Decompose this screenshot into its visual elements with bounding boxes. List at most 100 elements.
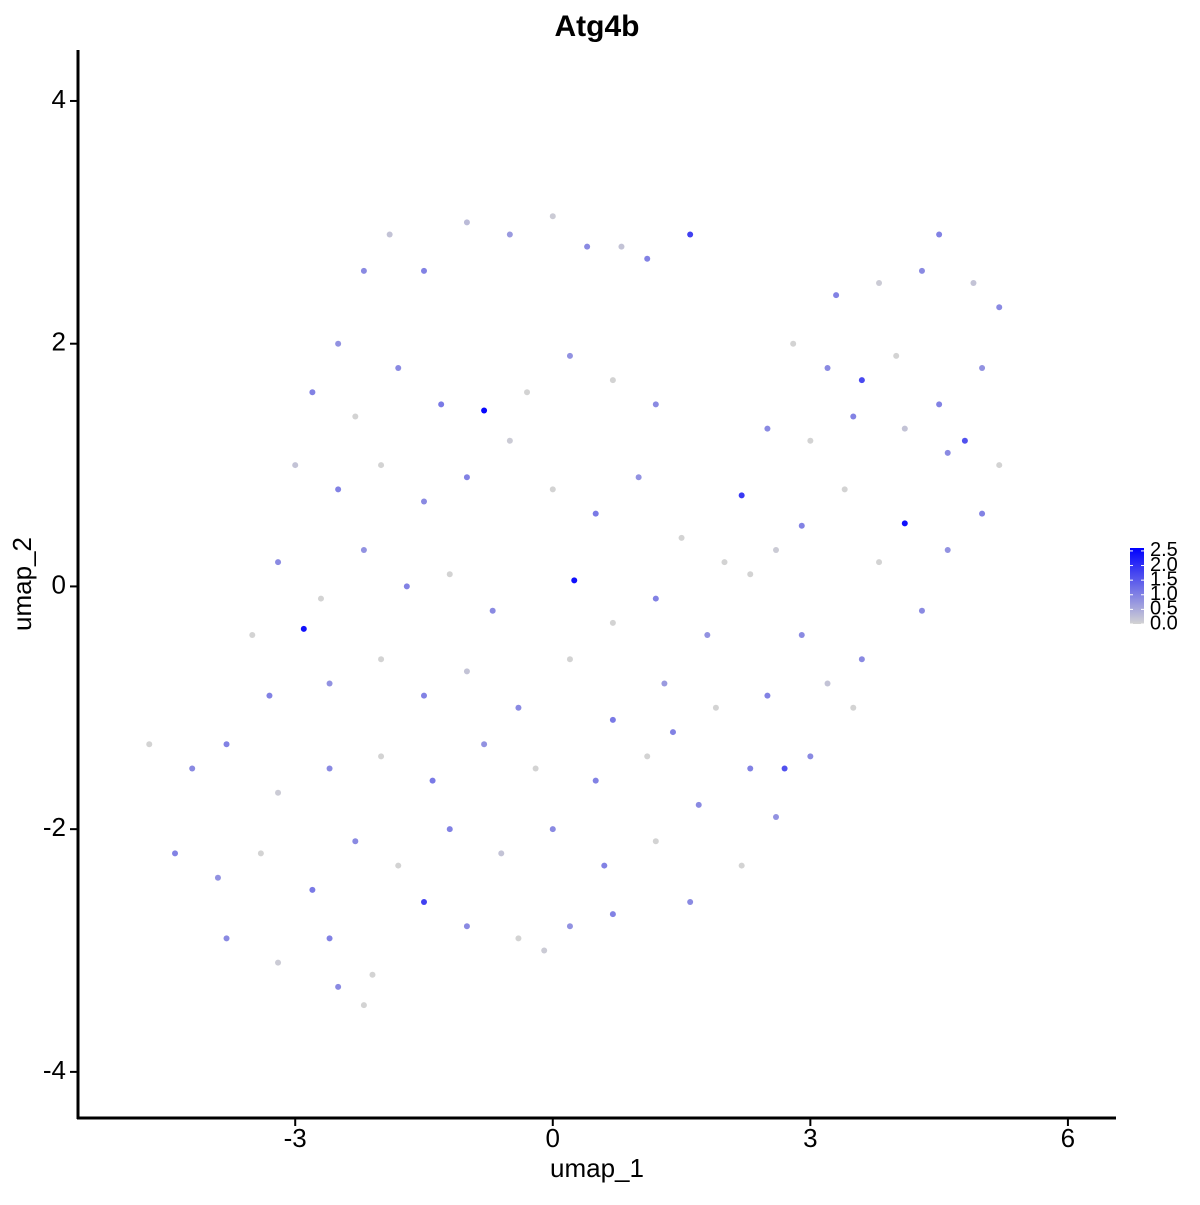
point	[421, 498, 427, 505]
point	[463, 668, 470, 675]
x-tick-label: -3	[284, 1123, 307, 1153]
point	[944, 547, 951, 554]
point	[463, 474, 470, 481]
point	[858, 656, 865, 663]
point	[944, 449, 951, 456]
point	[858, 377, 865, 384]
point	[609, 716, 616, 723]
point	[300, 625, 307, 632]
point	[326, 765, 333, 772]
point	[687, 231, 694, 238]
point	[652, 595, 659, 602]
point	[695, 801, 702, 808]
point	[446, 571, 453, 578]
point	[378, 462, 385, 469]
point	[421, 267, 427, 274]
point	[506, 231, 513, 238]
colorbar-label: 1.5	[1150, 568, 1178, 590]
chart-title: Atg4b	[555, 10, 640, 43]
point	[807, 753, 814, 760]
point	[463, 923, 470, 930]
point	[850, 704, 857, 711]
point	[773, 547, 780, 554]
point	[481, 741, 488, 748]
point	[609, 619, 616, 626]
point	[506, 437, 513, 444]
point	[541, 947, 548, 954]
point	[678, 534, 685, 541]
point	[369, 971, 376, 978]
colorbar-label: 0.5	[1150, 598, 1178, 620]
point	[292, 462, 299, 469]
point	[352, 838, 359, 845]
x-axis-label: umap_1	[550, 1153, 644, 1183]
point	[395, 364, 402, 371]
colorbar-label: 2.0	[1150, 554, 1178, 576]
point	[807, 437, 814, 444]
point	[429, 777, 436, 784]
point	[214, 874, 221, 881]
point	[266, 692, 273, 699]
point	[601, 862, 608, 869]
point	[378, 753, 385, 760]
point	[549, 213, 556, 220]
point	[360, 547, 367, 554]
point	[592, 777, 599, 784]
point	[841, 486, 848, 493]
point	[798, 631, 805, 638]
point	[747, 571, 754, 578]
point	[335, 983, 342, 990]
point	[395, 862, 402, 869]
point	[498, 850, 505, 857]
point	[524, 389, 531, 396]
point	[532, 765, 539, 772]
y-tick-label: 4	[52, 84, 66, 114]
point	[824, 364, 831, 371]
point	[378, 656, 385, 663]
point	[146, 741, 153, 748]
point	[403, 583, 410, 590]
point	[326, 935, 333, 942]
colorbar	[1130, 548, 1144, 624]
point	[335, 486, 342, 493]
x-tick-label: 6	[1061, 1123, 1075, 1153]
point	[571, 577, 578, 584]
point	[421, 692, 427, 699]
point	[609, 911, 616, 918]
point	[360, 1002, 367, 1009]
point	[652, 838, 659, 845]
point	[738, 492, 745, 499]
point	[669, 729, 676, 736]
y-tick-label: 2	[52, 327, 66, 357]
point	[549, 826, 556, 833]
point	[360, 267, 367, 274]
point	[996, 304, 1003, 311]
point	[635, 474, 642, 481]
point	[979, 364, 986, 371]
point	[352, 413, 359, 420]
point	[652, 401, 659, 408]
point	[661, 680, 668, 687]
point	[996, 462, 1003, 469]
x-tick-label: 0	[546, 1123, 560, 1153]
point	[712, 704, 719, 711]
point	[463, 219, 470, 226]
point	[773, 814, 780, 821]
point	[790, 340, 797, 347]
point	[438, 401, 445, 408]
point	[309, 886, 316, 893]
point	[901, 520, 908, 527]
point	[764, 425, 771, 432]
point	[566, 656, 573, 663]
point	[824, 680, 831, 687]
point	[223, 741, 230, 748]
point	[764, 692, 771, 699]
point	[317, 595, 324, 602]
point	[979, 510, 986, 517]
point	[275, 559, 282, 566]
point	[781, 765, 788, 772]
y-tick-label: -2	[43, 812, 66, 842]
point	[970, 280, 977, 287]
